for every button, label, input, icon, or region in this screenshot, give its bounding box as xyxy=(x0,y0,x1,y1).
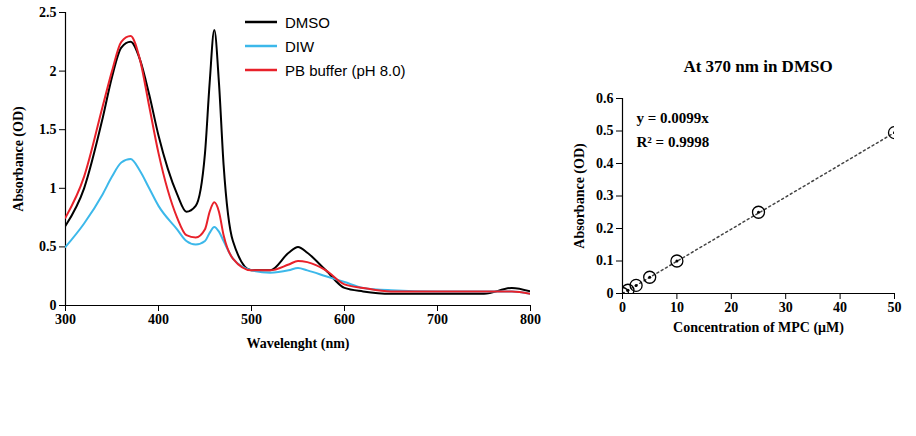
html-text:At 370 nm in DMSO: At 370 nm in DMSO xyxy=(683,57,833,76)
svg-text:50: 50 xyxy=(888,300,902,315)
svg-text:0: 0 xyxy=(50,298,57,313)
svg-text:20: 20 xyxy=(724,300,738,315)
svg-text:R² = 0.9998: R² = 0.9998 xyxy=(637,134,710,150)
svg-text:Wavelenght (nm): Wavelenght (nm) xyxy=(246,336,349,352)
html-text:PB buffer (pH 8.0): PB buffer (pH 8.0) xyxy=(285,61,406,79)
html-text:DIW: DIW xyxy=(285,37,315,55)
svg-text:Absorbance (OD): Absorbance (OD) xyxy=(572,143,588,249)
svg-text:y = 0.0099x: y = 0.0099x xyxy=(637,110,710,126)
svg-text:0.1: 0.1 xyxy=(596,253,614,268)
svg-text:0: 0 xyxy=(619,300,626,315)
svg-text:30: 30 xyxy=(779,300,793,315)
svg-text:300: 300 xyxy=(55,312,76,327)
svg-text:2: 2 xyxy=(50,64,57,79)
svg-text:800: 800 xyxy=(520,312,541,327)
html-text:DMSO: DMSO xyxy=(285,13,330,31)
svg-text:Concentration of MPC (μM): Concentration of MPC (μM) xyxy=(673,320,844,336)
svg-text:0: 0 xyxy=(607,286,614,301)
svg-text:0.5: 0.5 xyxy=(39,239,57,254)
svg-text:700: 700 xyxy=(427,312,448,327)
svg-text:2.5: 2.5 xyxy=(39,5,57,20)
svg-text:0.6: 0.6 xyxy=(596,91,614,106)
svg-text:0.3: 0.3 xyxy=(596,188,614,203)
svg-text:40: 40 xyxy=(833,300,847,315)
svg-text:1.5: 1.5 xyxy=(39,122,57,137)
svg-text:Absorbance (OD): Absorbance (OD) xyxy=(11,106,27,212)
svg-text:0.2: 0.2 xyxy=(596,221,614,236)
svg-text:600: 600 xyxy=(334,312,355,327)
svg-text:500: 500 xyxy=(241,312,262,327)
svg-text:10: 10 xyxy=(670,300,684,315)
svg-text:0.5: 0.5 xyxy=(596,123,614,138)
svg-text:1: 1 xyxy=(50,181,57,196)
svg-text:400: 400 xyxy=(148,312,169,327)
svg-text:0.4: 0.4 xyxy=(596,156,614,171)
